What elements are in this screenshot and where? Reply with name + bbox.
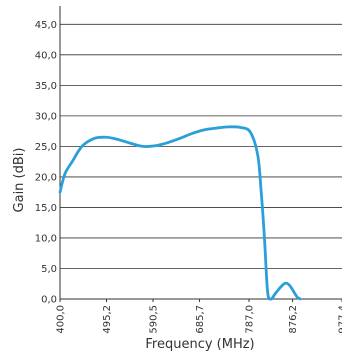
y-axis-title: Gain (dBi)	[12, 148, 27, 213]
x-tick-label: 787,0	[245, 305, 256, 334]
x-tick-label: 685,7	[195, 305, 206, 334]
x-axis-title: Frequency (MHz)	[145, 337, 254, 352]
x-tick-label: 977,4	[338, 305, 342, 334]
y-tick-label: 25,0	[35, 142, 57, 153]
x-tick-label: 876,2	[288, 305, 299, 334]
series-layer	[58, 125, 302, 301]
gain-series-line-0	[58, 125, 302, 301]
y-tick-label: 5,0	[41, 264, 57, 275]
x-tick-label: 495,2	[102, 305, 113, 334]
y-tick-label: 40,0	[35, 50, 57, 61]
y-tick-label: 45,0	[35, 20, 57, 31]
y-tick-label: 0,0	[41, 295, 57, 306]
y-tick-label: 20,0	[35, 172, 57, 183]
y-tick-label: 15,0	[35, 203, 57, 214]
y-tick-label: 30,0	[35, 111, 57, 122]
y-tick-label: 35,0	[35, 81, 57, 92]
tick-label-layer: 0,0 5,0 10,0 15,0 20,0 25,0 30,0 35,0 40,0 45,0 40…	[35, 20, 342, 334]
grid-layer	[60, 23, 342, 269]
axis-layer	[59, 6, 342, 302]
x-tick-label: 400,0	[56, 305, 67, 334]
x-tick-label: 590,5	[149, 305, 160, 334]
y-tick-label: 10,0	[35, 233, 57, 244]
